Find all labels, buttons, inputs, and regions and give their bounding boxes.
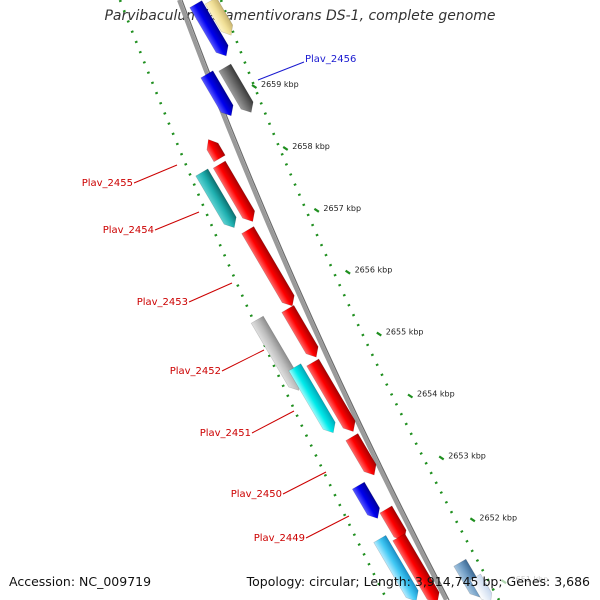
kbp-tick-mark xyxy=(282,145,289,151)
kbp-tick-mark xyxy=(469,517,476,523)
kbp-label: 2655 kbp xyxy=(386,328,424,337)
gene-arrow-red[interactable] xyxy=(281,304,322,360)
gene-arrow-red[interactable] xyxy=(241,226,299,310)
gene-arrow-blue[interactable] xyxy=(351,481,383,522)
kbp-label: 2656 kbp xyxy=(355,266,393,275)
gene-arrow-blue[interactable] xyxy=(200,70,237,119)
outer-tick-dots xyxy=(118,0,389,600)
gene-features xyxy=(189,0,496,600)
gene-arrow-yellow[interactable] xyxy=(204,0,236,39)
kbp-tick-mark xyxy=(313,207,320,213)
gene-arrow-dark-gray[interactable] xyxy=(218,63,257,116)
gene-arrow-cyan[interactable] xyxy=(288,363,340,437)
kbp-tick-mark xyxy=(376,331,382,337)
gene-label[interactable]: Plav_2455 xyxy=(82,178,133,189)
gene-label-leader-line xyxy=(257,61,305,81)
kbp-scale: 2659 kbp 2658 kbp 2657 kbp 2656 kbp 2655 kbp… xyxy=(251,80,549,585)
gene-label-leader-line xyxy=(221,349,265,372)
kbp-label: 2652 kbp xyxy=(479,513,517,522)
gene-label[interactable]: Plav_2452 xyxy=(170,366,221,377)
gene-label[interactable]: Plav_2454 xyxy=(103,225,154,236)
gene-label[interactable]: Plav_2451 xyxy=(200,428,251,439)
gene-label-leader-line xyxy=(154,211,200,231)
kbp-label: 2651 kbp xyxy=(511,575,549,584)
kbp-tick-mark xyxy=(438,455,445,461)
gene-label-leader-line xyxy=(282,471,327,495)
gene-label[interactable]: Plav_2456 xyxy=(305,54,356,65)
kbp-tick-mark xyxy=(344,269,351,275)
kbp-tick-mark xyxy=(500,579,507,585)
gene-arrow-blue[interactable] xyxy=(189,0,232,60)
gene-label[interactable]: Plav_2453 xyxy=(137,297,188,308)
gene-label-leader-line xyxy=(188,282,233,303)
gene-label-leader-line xyxy=(133,164,178,184)
topology-text: Topology: circular; Length: 3,914,745 bp… xyxy=(246,574,590,589)
gene-arrow-red[interactable] xyxy=(345,433,380,478)
gene-arrow-red[interactable] xyxy=(212,160,259,225)
gene-arrow-red[interactable] xyxy=(392,533,444,600)
kbp-tick-mark xyxy=(251,84,258,89)
kbp-label: 2658 kbp xyxy=(292,142,330,151)
kbp-tick-mark xyxy=(407,393,414,399)
gene-labels: Plav_2456 Plav_2455 Plav_2454 Plav_2453 Plav… xyxy=(82,54,357,544)
kbp-label: 2653 kbp xyxy=(448,451,486,460)
kbp-label: 2657 kbp xyxy=(323,204,361,213)
gene-arrow-pale[interactable] xyxy=(469,573,496,600)
gene-label-leader-line xyxy=(305,515,350,539)
kbp-label: 2659 kbp xyxy=(261,80,299,89)
gene-arrow-red[interactable] xyxy=(306,358,360,435)
kbp-label: 2654 kbp xyxy=(417,390,455,399)
gene-label[interactable]: Plav_2449 xyxy=(254,533,305,544)
gene-arrow-sky[interactable] xyxy=(373,535,423,600)
gene-arrow-red[interactable] xyxy=(203,136,226,163)
inner-tick-dots xyxy=(219,0,501,600)
accession-text: Accession: NC_009719 xyxy=(9,574,152,589)
gene-label-leader-line xyxy=(251,410,295,434)
gene-label[interactable]: Plav_2450 xyxy=(231,489,282,500)
gene-arrow-teal[interactable] xyxy=(195,168,240,231)
